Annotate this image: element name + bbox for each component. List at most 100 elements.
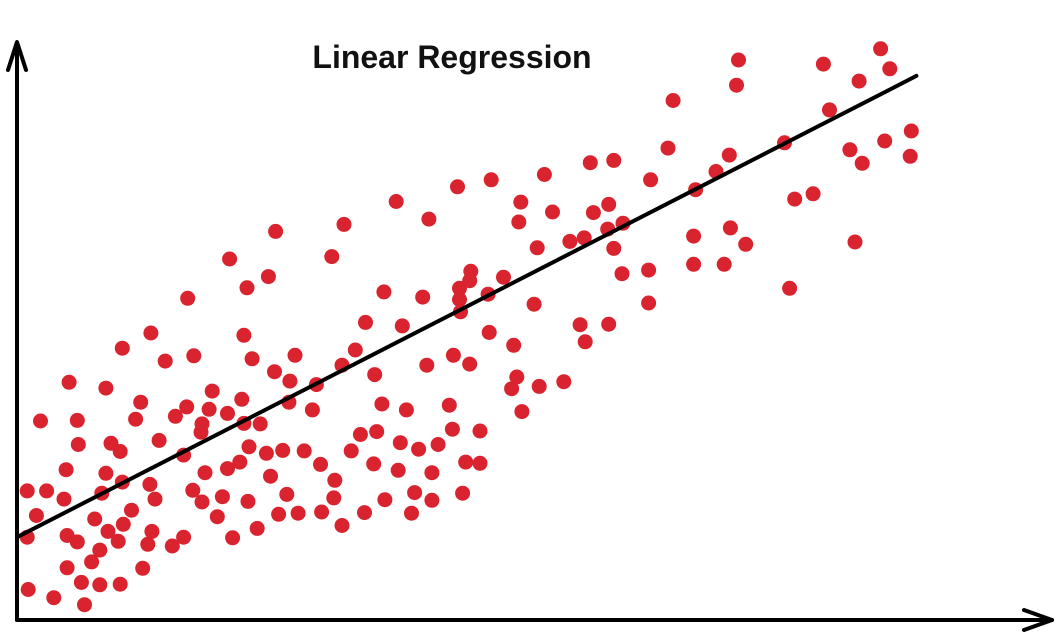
data-point — [496, 269, 511, 285]
data-point — [452, 292, 467, 307]
axes — [6, 40, 1054, 632]
data-point — [366, 456, 382, 472]
data-point — [903, 123, 919, 139]
data-point — [46, 590, 62, 606]
chart-title: Linear Regression — [312, 39, 591, 75]
data-point — [815, 56, 831, 72]
data-point — [377, 492, 393, 508]
data-point — [415, 289, 431, 305]
data-point — [716, 256, 732, 272]
data-point — [411, 441, 427, 457]
data-point — [282, 373, 298, 389]
data-point — [572, 317, 588, 333]
data-point — [100, 523, 116, 539]
data-point — [157, 353, 173, 369]
data-point — [782, 280, 798, 296]
data-point — [472, 423, 488, 439]
data-point — [450, 179, 465, 195]
data-point — [314, 504, 330, 520]
data-point — [249, 520, 265, 536]
regression-line — [15, 73, 919, 540]
data-point — [290, 505, 306, 521]
data-point — [98, 465, 114, 481]
data-point — [357, 505, 372, 521]
data-point — [124, 502, 139, 518]
data-point — [358, 314, 373, 330]
data-point — [877, 133, 893, 149]
data-point — [69, 412, 85, 428]
data-point — [28, 508, 44, 523]
data-point — [147, 491, 163, 507]
data-point — [526, 296, 542, 312]
data-point — [392, 435, 408, 451]
data-point — [430, 437, 446, 452]
data-point — [144, 523, 160, 539]
data-point — [398, 402, 414, 418]
data-point — [142, 476, 158, 492]
data-point — [585, 205, 601, 221]
data-point — [352, 427, 368, 442]
data-point — [128, 411, 144, 427]
data-point — [220, 405, 235, 421]
data-point — [531, 378, 547, 394]
data-point — [458, 454, 474, 470]
data-point — [135, 560, 151, 576]
data-point — [143, 325, 159, 341]
data-point — [343, 443, 359, 459]
data-point — [388, 194, 404, 209]
data-point — [313, 456, 328, 472]
data-point — [641, 295, 657, 311]
data-point — [73, 574, 89, 590]
data-point — [20, 582, 36, 597]
data-point — [234, 391, 250, 407]
data-point — [481, 324, 497, 340]
data-point — [444, 421, 460, 437]
data-point — [643, 172, 659, 188]
data-point — [186, 348, 202, 364]
data-point — [110, 533, 126, 549]
data-point — [665, 93, 681, 108]
data-point — [660, 140, 676, 156]
data-point — [424, 465, 440, 481]
data-point — [729, 77, 744, 93]
x-axis-arrowhead — [1022, 608, 1054, 632]
data-point — [606, 152, 622, 168]
data-point — [133, 394, 149, 410]
data-point — [77, 597, 92, 613]
data-point — [805, 186, 821, 202]
data-point — [394, 318, 410, 334]
data-point — [374, 396, 390, 412]
data-point — [197, 465, 213, 481]
data-point — [445, 347, 461, 363]
data-point — [513, 194, 529, 210]
data-point — [367, 367, 383, 383]
data-point — [545, 204, 560, 220]
data-point — [529, 240, 545, 256]
data-point — [614, 266, 630, 282]
data-point — [58, 462, 74, 478]
data-point — [738, 236, 754, 252]
data-point — [275, 442, 291, 458]
data-point — [472, 455, 488, 471]
data-point — [576, 230, 592, 246]
data-point — [347, 342, 363, 358]
data-point — [455, 485, 471, 501]
data-point — [176, 529, 192, 545]
data-point — [98, 380, 114, 396]
data-point — [61, 374, 77, 390]
data-point — [194, 416, 210, 432]
y-axis-arrowhead — [6, 40, 28, 72]
data-point — [112, 444, 128, 459]
data-point — [419, 357, 435, 373]
data-point — [686, 228, 702, 244]
data-point — [327, 472, 343, 488]
data-point — [334, 518, 350, 533]
data-point — [506, 337, 522, 353]
data-point — [179, 399, 195, 415]
data-point — [336, 216, 352, 232]
data-point — [244, 351, 260, 367]
data-point — [84, 554, 100, 570]
data-point — [562, 233, 578, 249]
data-point — [731, 52, 746, 68]
